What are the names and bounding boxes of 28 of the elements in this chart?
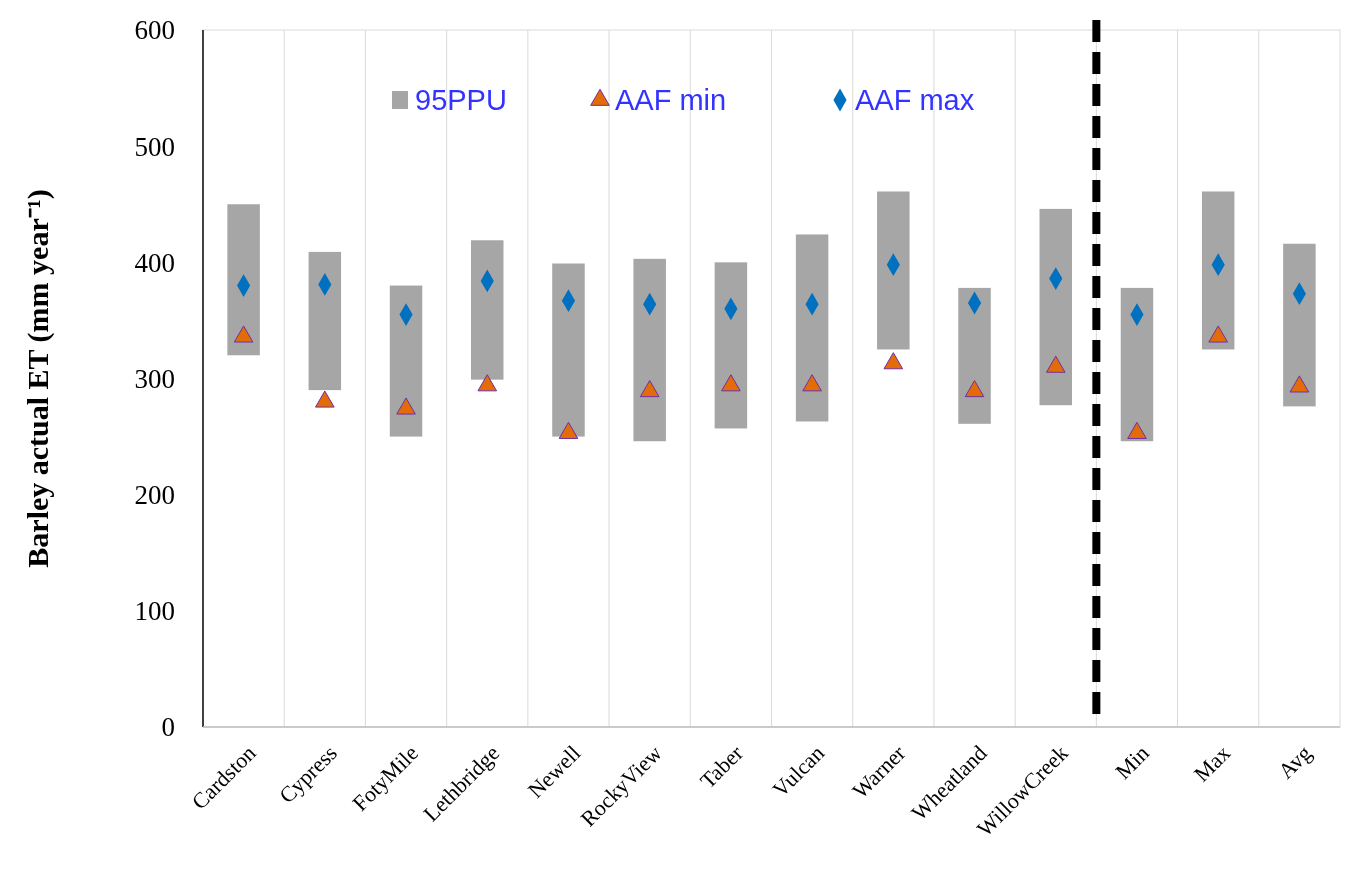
bar bbox=[471, 240, 504, 380]
y-axis-title: Barley actual ET (mm year⁻¹) bbox=[21, 189, 55, 568]
x-tick-label: Max bbox=[1188, 740, 1236, 787]
bar bbox=[714, 262, 748, 429]
legend-label: AAF min bbox=[615, 84, 727, 117]
legend-label: 95PPU bbox=[415, 84, 507, 117]
bar bbox=[795, 234, 829, 422]
x-tick-label: Avg bbox=[1273, 740, 1317, 784]
y-tick-label: 100 bbox=[134, 596, 175, 627]
bar bbox=[1120, 287, 1154, 442]
bar bbox=[227, 204, 260, 356]
bar bbox=[633, 258, 666, 442]
bar bbox=[958, 287, 991, 424]
y-tick-label: 400 bbox=[134, 247, 175, 278]
y-tick-label: 600 bbox=[134, 15, 175, 46]
y-tick-label: 0 bbox=[161, 712, 175, 743]
bar bbox=[1039, 208, 1072, 406]
bar bbox=[1201, 191, 1235, 350]
x-tick-label: Min bbox=[1110, 740, 1154, 784]
legend-label: AAF max bbox=[855, 84, 975, 117]
y-tick-label: 300 bbox=[134, 363, 175, 394]
bar bbox=[877, 191, 910, 350]
bar bbox=[308, 251, 342, 391]
y-tick-label: 200 bbox=[134, 480, 175, 511]
bar bbox=[389, 285, 423, 437]
bar bbox=[1283, 243, 1316, 407]
y-tick-label: 500 bbox=[134, 131, 175, 162]
bar bbox=[552, 263, 585, 437]
